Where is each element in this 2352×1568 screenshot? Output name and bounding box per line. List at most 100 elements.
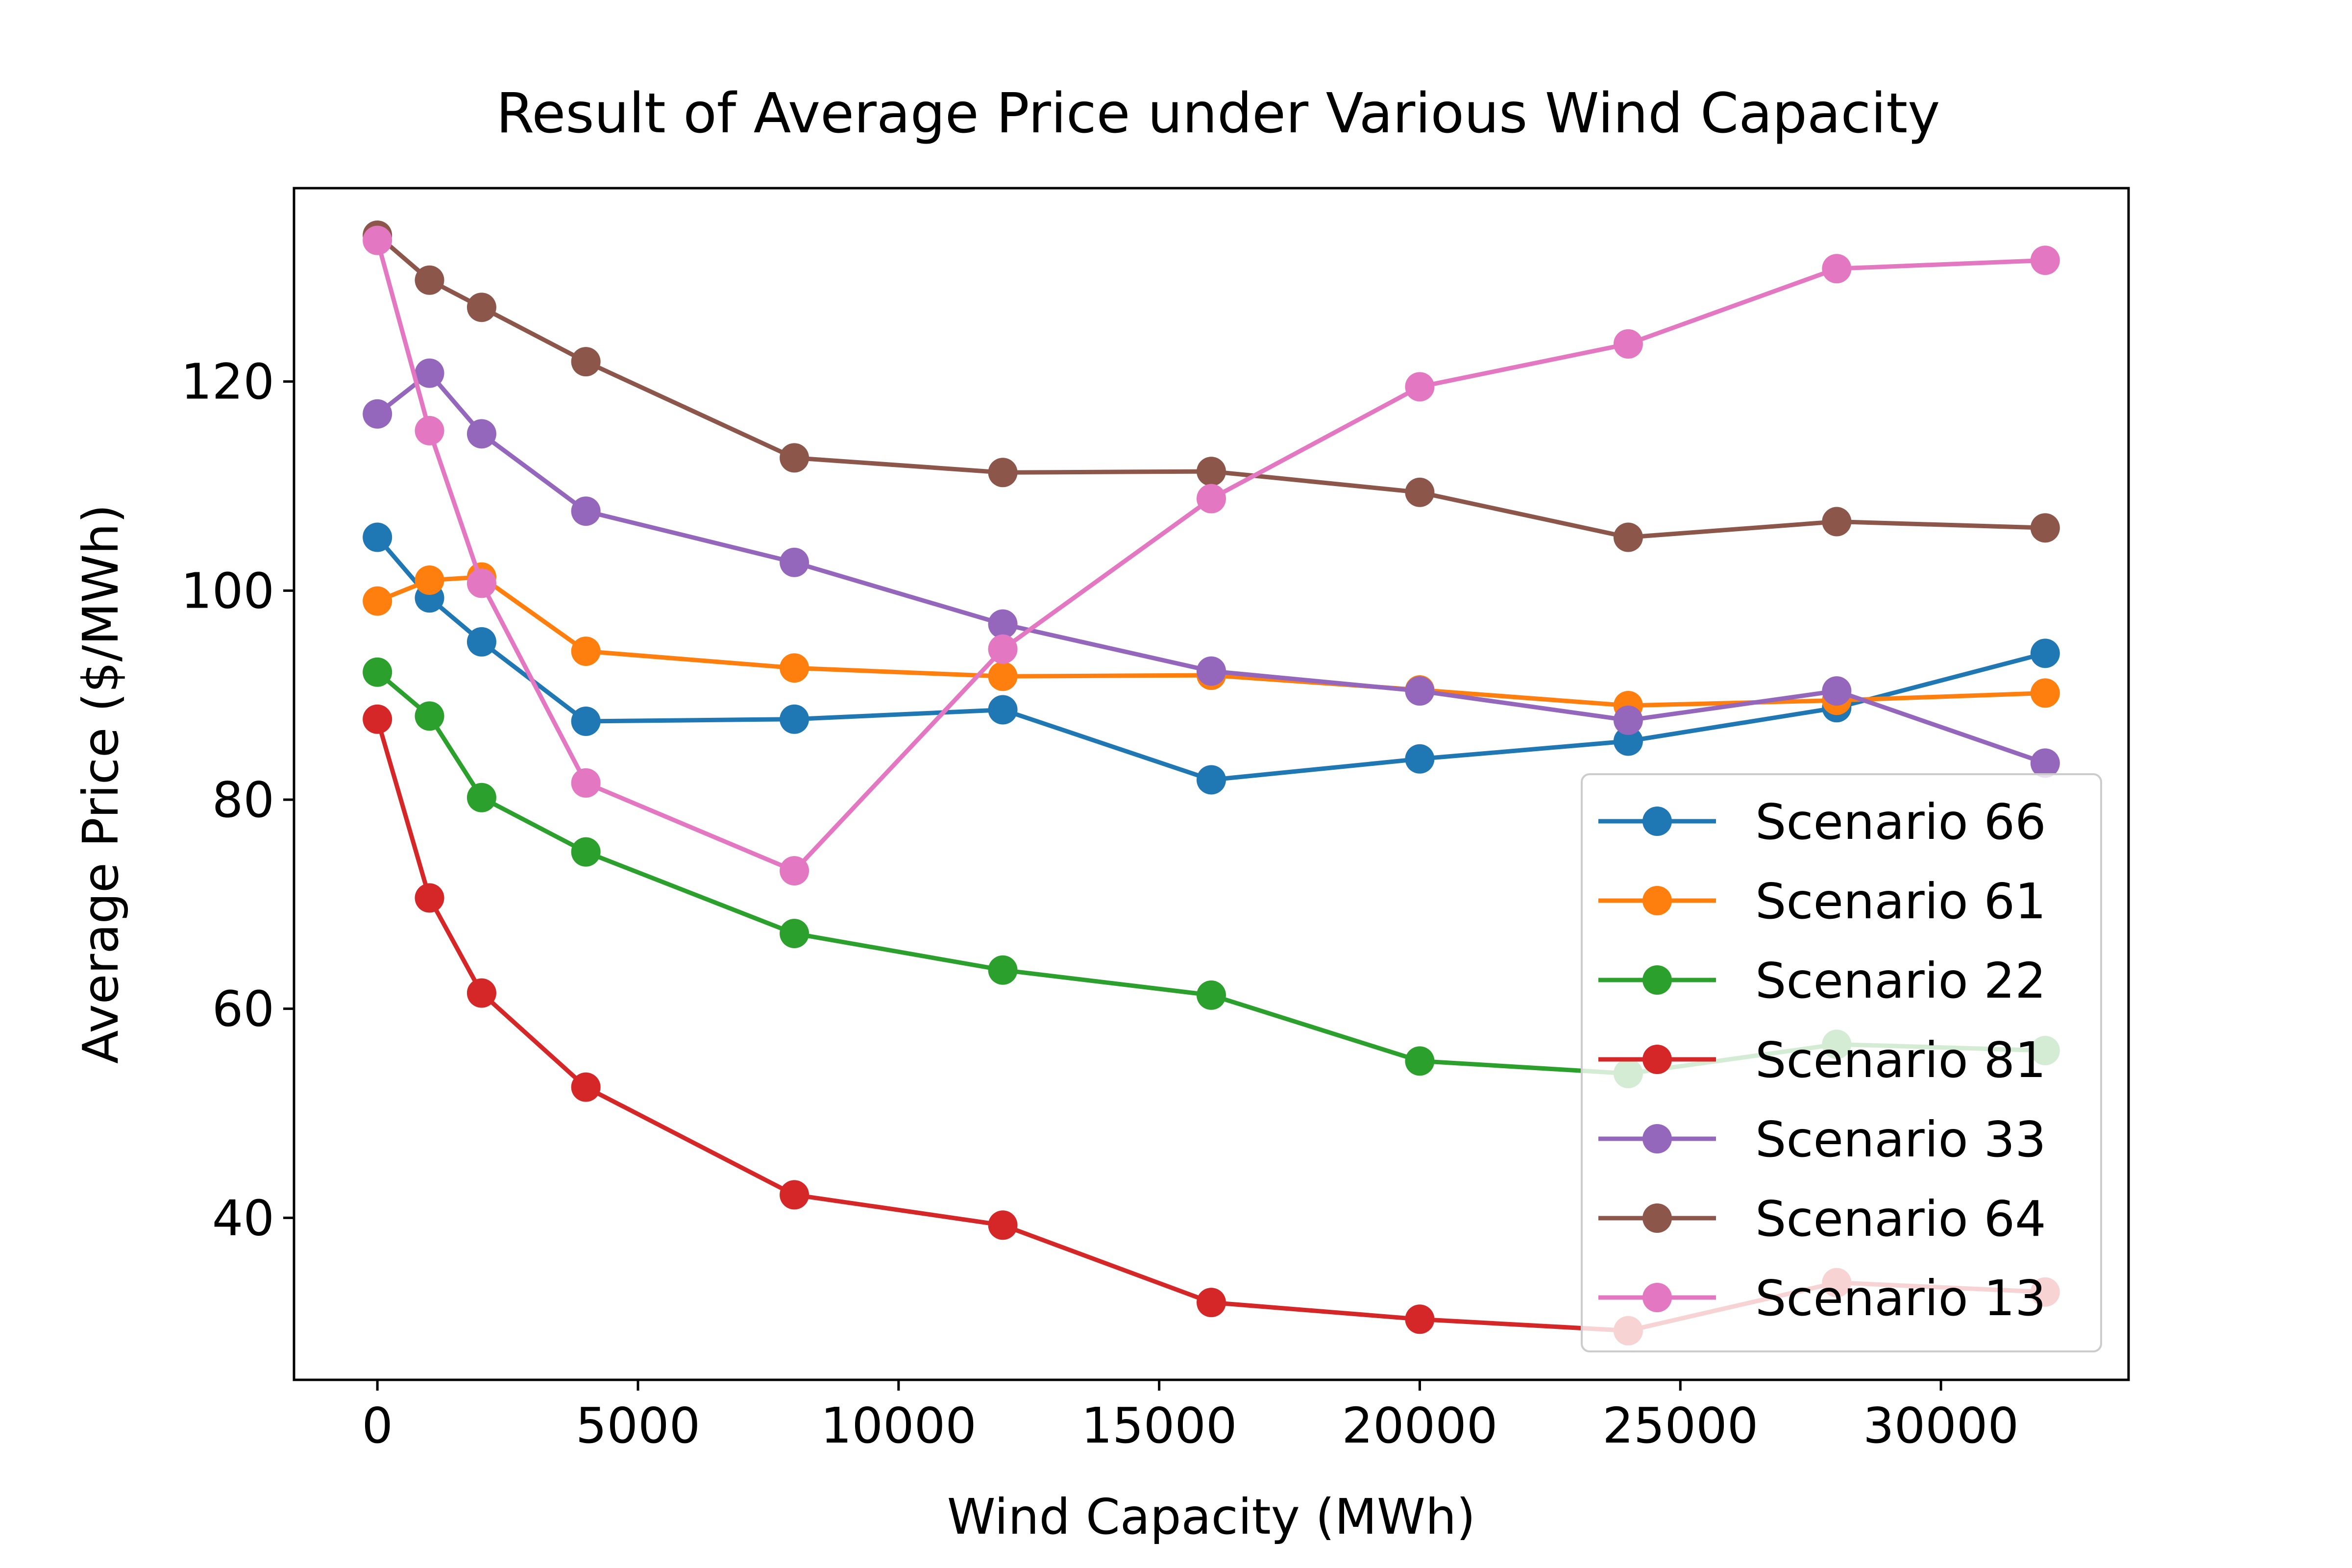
x-tick-label: 10000: [821, 1397, 977, 1454]
data-point: [2030, 513, 2060, 543]
data-point: [988, 662, 1018, 691]
y-tick-label: 100: [181, 562, 274, 619]
series-5: [363, 358, 2060, 778]
legend-marker: [1642, 1203, 1672, 1233]
data-point: [1822, 254, 1852, 284]
data-point: [466, 978, 496, 1008]
data-point: [571, 707, 601, 736]
data-point: [415, 358, 444, 388]
data-point: [988, 458, 1018, 488]
data-point: [415, 883, 444, 913]
data-point: [363, 225, 392, 255]
data-point: [1197, 457, 1226, 487]
y-tick-label: 120: [181, 353, 274, 411]
x-axis-label: Wind Capacity (MWh): [947, 1488, 1475, 1545]
y-tick-label: 60: [212, 980, 274, 1038]
x-tick-label: 25000: [1602, 1397, 1758, 1454]
data-point: [363, 586, 392, 616]
data-point: [1197, 1288, 1226, 1318]
y-tick-label: 80: [212, 771, 274, 829]
data-point: [1405, 676, 1435, 706]
legend-marker: [1642, 886, 1672, 915]
data-point: [780, 547, 809, 577]
x-tick-label: 30000: [1863, 1397, 2019, 1454]
data-point: [571, 347, 601, 377]
data-point: [780, 443, 809, 473]
y-axis: 40 60 80 100 120: [181, 353, 294, 1247]
data-point: [363, 399, 392, 429]
data-point: [1197, 656, 1226, 686]
legend-marker: [1642, 807, 1672, 836]
data-point: [363, 522, 392, 552]
data-point: [571, 837, 601, 867]
legend-marker: [1642, 965, 1672, 995]
data-point: [780, 919, 809, 949]
series-7: [363, 225, 2060, 886]
data-point: [466, 627, 496, 657]
legend: Scenario 66 Scenario 61 Scenario 22 Scenari…: [1581, 773, 2102, 1352]
data-point: [415, 416, 444, 445]
data-point: [466, 419, 496, 449]
series-6: [363, 220, 2060, 552]
legend-marker: [1642, 1283, 1672, 1312]
data-point: [415, 565, 444, 595]
legend-label: Scenario 13: [1755, 1270, 2046, 1327]
data-point: [988, 634, 1018, 664]
data-point: [1405, 477, 1435, 507]
chart-title: Result of Average Price under Various Wi…: [496, 82, 1940, 146]
legend-label: Scenario 22: [1755, 952, 2046, 1009]
data-point: [780, 653, 809, 683]
data-point: [363, 704, 392, 734]
data-point: [1613, 705, 1643, 735]
data-point: [1197, 980, 1226, 1010]
data-point: [780, 704, 809, 734]
data-point: [415, 701, 444, 731]
data-point: [1197, 765, 1226, 795]
data-point: [988, 695, 1018, 725]
data-point: [363, 657, 392, 687]
legend-label: Scenario 61: [1755, 873, 2046, 930]
x-tick-label: 0: [362, 1397, 393, 1454]
x-tick-label: 5000: [576, 1397, 701, 1454]
data-point: [466, 293, 496, 322]
legend-marker: [1642, 1045, 1672, 1074]
data-point: [1405, 744, 1435, 774]
data-point: [1405, 1304, 1435, 1334]
legend-label: Scenario 66: [1755, 793, 2046, 851]
data-point: [780, 856, 809, 886]
data-point: [571, 496, 601, 526]
data-point: [2030, 638, 2060, 668]
data-point: [988, 609, 1018, 639]
data-point: [571, 637, 601, 666]
data-point: [1405, 1046, 1435, 1076]
data-point: [1613, 329, 1643, 359]
x-tick-label: 15000: [1081, 1397, 1237, 1454]
data-point: [988, 955, 1018, 985]
data-point: [466, 783, 496, 812]
y-tick-label: 40: [212, 1189, 274, 1247]
data-point: [2030, 678, 2060, 708]
data-point: [1197, 484, 1226, 514]
data-point: [1822, 676, 1852, 706]
y-axis-label: Average Price ($/MWh): [72, 504, 129, 1064]
data-point: [571, 768, 601, 798]
data-point: [415, 265, 444, 295]
legend-marker: [1642, 1124, 1672, 1153]
legend-label: Scenario 64: [1755, 1190, 2046, 1248]
data-point: [988, 1210, 1018, 1240]
x-axis: 0 5000 10000 15000 20000 25000 30000: [362, 1380, 2019, 1454]
data-point: [2030, 748, 2060, 778]
data-point: [1822, 507, 1852, 537]
x-tick-label: 20000: [1342, 1397, 1497, 1454]
plot-frame: [293, 187, 2130, 1381]
series-1: [363, 522, 2060, 795]
data-point: [780, 1180, 809, 1210]
legend-label: Scenario 33: [1755, 1111, 2046, 1168]
data-point: [1405, 372, 1435, 402]
data-point: [2030, 245, 2060, 275]
legend-label: Scenario 81: [1755, 1031, 2046, 1089]
data-point: [1613, 522, 1643, 552]
legend-box: [1581, 773, 2102, 1352]
data-point: [466, 568, 496, 598]
